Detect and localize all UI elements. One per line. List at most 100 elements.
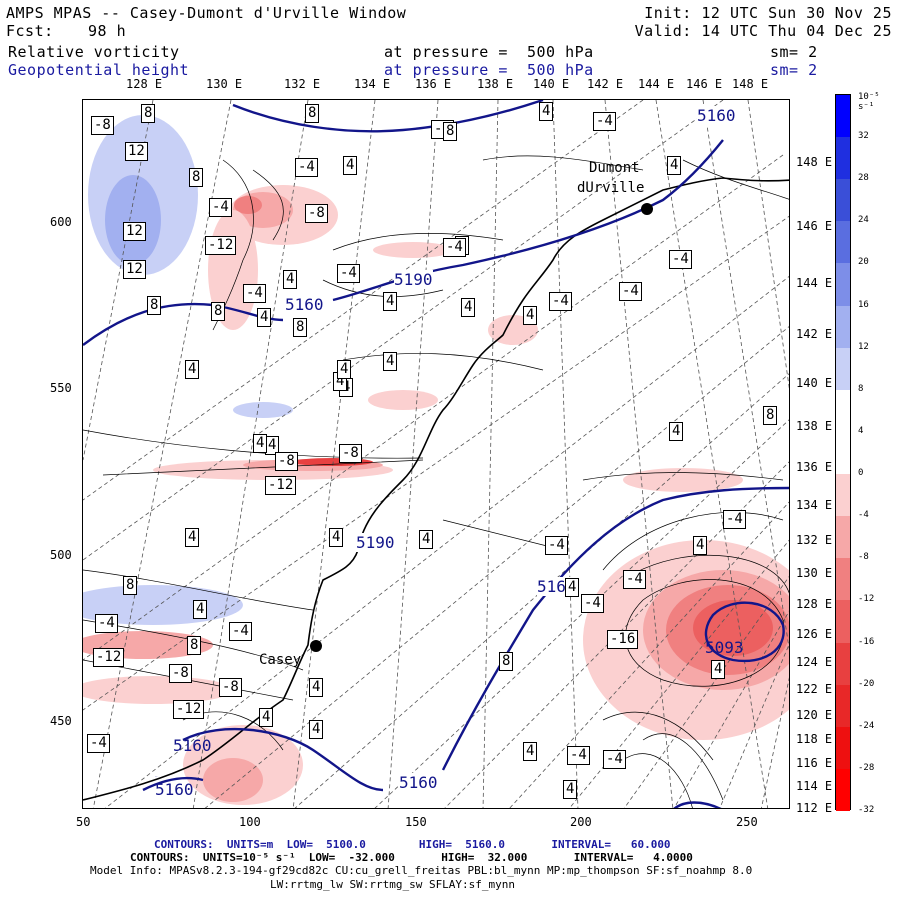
vorticity-label: -4 xyxy=(243,284,266,303)
colorbar-label: -20 xyxy=(858,678,875,689)
vorticity-label: 8 xyxy=(189,168,204,187)
vorticity-label: 12 xyxy=(123,260,146,279)
valid-time: Valid: 14 UTC Thu 04 Dec 25 xyxy=(634,22,892,40)
colorbar-label: 16 xyxy=(858,299,869,310)
colorbar-swatch xyxy=(836,516,850,559)
side-lon-label: 120 E xyxy=(796,708,833,722)
colorbar-swatch xyxy=(836,347,850,391)
x-tick: 100 xyxy=(239,815,261,829)
vorticity-label: 8 xyxy=(211,302,226,321)
height-label: 5160 xyxy=(285,295,324,314)
field1-level: at pressure = 500 hPa xyxy=(384,43,594,61)
vorticity-label: -4 xyxy=(593,112,616,131)
vorticity-label: -4 xyxy=(723,510,746,529)
height-label: 5093 xyxy=(705,638,744,657)
colorbar-swatch xyxy=(836,474,850,517)
casey-label: Casey xyxy=(259,652,302,668)
vorticity-label: -12 xyxy=(93,648,125,667)
vorticity-label: -8 xyxy=(275,452,298,471)
vorticity-label: 8 xyxy=(123,576,138,595)
side-lon-label: 130 E xyxy=(796,566,833,580)
durville-label: dUrville xyxy=(577,180,645,196)
vorticity-label: -4 xyxy=(603,750,626,769)
init-time: Init: 12 UTC Sun 30 Nov 25 xyxy=(644,4,892,22)
colorbar-label: 4 xyxy=(858,425,864,436)
vorticity-label: -4 xyxy=(229,622,252,641)
vorticity-label: 12 xyxy=(123,222,146,241)
vorticity-label: -4 xyxy=(443,238,466,257)
side-lon-label: 116 E xyxy=(796,756,833,770)
colorbar-swatch xyxy=(836,389,850,433)
lon-label: 136 E xyxy=(415,77,452,91)
colorbar-label: -28 xyxy=(858,762,875,773)
side-lon-label: 142 E xyxy=(796,327,833,341)
vorticity-label: -4 xyxy=(549,292,572,311)
vorticity-label: -4 xyxy=(619,282,642,301)
colorbar-swatch xyxy=(836,768,850,812)
vorticity-label: 4 xyxy=(185,360,200,379)
height-label: 5160 xyxy=(697,106,736,125)
vorticity-label: -4 xyxy=(567,746,590,765)
height-label: 5160 xyxy=(155,777,158,778)
vorticity-label: 8 xyxy=(499,652,514,671)
lon-label: 130 E xyxy=(206,77,243,91)
vorticity-label: 4 xyxy=(343,156,358,175)
colorbar-label: 32 xyxy=(858,131,869,142)
height-label: 5160 xyxy=(155,780,194,799)
side-lon-label: 140 E xyxy=(796,376,833,390)
vorticity-label: 4 xyxy=(711,660,726,679)
field1-name: Relative vorticity xyxy=(8,43,180,61)
colorbar-label: -8 xyxy=(858,552,869,563)
side-lon-label: 136 E xyxy=(796,460,833,474)
height-label: 5160 xyxy=(399,773,438,792)
height-label: 5190 xyxy=(356,533,395,552)
colorbar-label: 24 xyxy=(858,215,869,226)
footer-height-contours: CONTOURS: UNITS=m LOW= 5100.0 HIGH= 5160… xyxy=(154,838,671,851)
side-lon-label: 126 E xyxy=(796,627,833,641)
vorticity-label: 4 xyxy=(563,780,578,799)
vorticity-label: -4 xyxy=(669,250,692,269)
vorticity-label: -4 xyxy=(295,158,318,177)
colorbar-swatch xyxy=(836,179,850,222)
vorticity-label: 8 xyxy=(443,122,458,141)
vorticity-label: -4 xyxy=(209,198,232,217)
vorticity-label: 4 xyxy=(193,600,208,619)
vorticity-label: 8 xyxy=(763,406,778,425)
lon-label: 128 E xyxy=(126,77,163,91)
vorticity-label: 4 xyxy=(309,678,324,697)
coastline xyxy=(83,177,789,801)
side-lon-label: 128 E xyxy=(796,597,833,611)
lon-label: 142 E xyxy=(587,77,624,91)
lon-label: 140 E xyxy=(533,77,570,91)
side-lon-label: 148 E xyxy=(796,155,833,169)
vorticity-label: 4 xyxy=(259,708,274,727)
lon-label: 144 E xyxy=(638,77,675,91)
field1-smooth: sm= 2 xyxy=(770,43,818,61)
side-lon-label: 112 E xyxy=(796,801,833,815)
colorbar-swatch xyxy=(836,642,850,686)
forecast-label: Fcst: xyxy=(6,22,54,40)
vorticity-label: 4 xyxy=(539,102,554,121)
vorticity-label: 12 xyxy=(125,142,148,161)
colorbar-swatch xyxy=(836,684,850,728)
vorticity-label: 4 xyxy=(523,742,538,761)
footer-physics-info: LW:rrtmg_lw SW:rrtmg_sw SFLAY:sf_mynn xyxy=(270,878,516,891)
lon-label: 138 E xyxy=(477,77,514,91)
vorticity-label: 4 xyxy=(185,528,200,547)
footer-vorticity-contours: CONTOURS: UNITS=10⁻⁵ s⁻¹ LOW= -32.000 HI… xyxy=(130,851,693,864)
lon-label: 148 E xyxy=(732,77,769,91)
colorbar-swatch xyxy=(836,263,850,307)
x-tick: 200 xyxy=(570,815,592,829)
vorticity-label: 4 xyxy=(383,352,398,371)
y-tick: 600 xyxy=(50,215,72,229)
casey-station-marker xyxy=(310,640,322,652)
colorbar-label: 28 xyxy=(858,173,869,184)
map-panel: 5160 5160 5190 5160 5190 5093 5160 5160 … xyxy=(82,99,790,809)
colorbar-label: -24 xyxy=(858,720,875,731)
colorbar-swatch xyxy=(836,600,850,644)
vorticity-label: -8 xyxy=(219,678,242,697)
vorticity-label: -16 xyxy=(607,630,639,649)
y-tick: 550 xyxy=(50,381,72,395)
vorticity-label: 4 xyxy=(253,434,268,453)
